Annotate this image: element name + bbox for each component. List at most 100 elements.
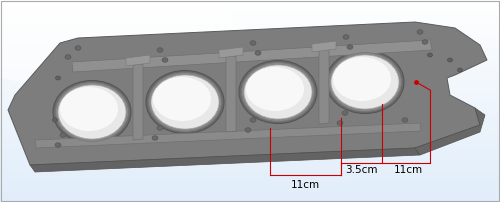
Bar (0, 123, 500, 124)
Ellipse shape (146, 70, 224, 134)
Polygon shape (219, 47, 243, 58)
Bar (0, 193, 500, 194)
Bar (0, 34, 500, 35)
Bar (0, 88, 500, 89)
Bar (0, 152, 500, 153)
Text: 3.5cm: 3.5cm (345, 165, 378, 175)
Bar (0, 105, 500, 106)
Bar (0, 101, 500, 102)
Bar (0, 44, 500, 45)
Bar (0, 128, 500, 129)
Bar (0, 46, 500, 47)
Bar (0, 28, 500, 29)
Bar (0, 156, 500, 157)
Ellipse shape (250, 118, 256, 122)
Bar (0, 199, 500, 200)
Bar (0, 3, 500, 4)
Polygon shape (35, 123, 421, 148)
Bar (0, 162, 500, 163)
Bar (0, 153, 500, 154)
Bar (0, 159, 500, 160)
Bar (0, 200, 500, 201)
Bar (0, 92, 500, 93)
Bar (0, 86, 500, 87)
Polygon shape (319, 48, 329, 124)
Bar (0, 80, 500, 81)
Bar (0, 149, 500, 150)
Ellipse shape (428, 53, 432, 57)
Ellipse shape (343, 35, 349, 39)
Bar (0, 173, 500, 174)
Bar (0, 21, 500, 22)
Bar (0, 64, 500, 65)
Bar (0, 142, 500, 143)
Bar (0, 201, 500, 202)
Bar (0, 109, 500, 110)
Ellipse shape (157, 48, 163, 52)
Bar (0, 20, 500, 21)
Bar (0, 29, 500, 30)
Bar (0, 98, 500, 99)
Bar (0, 1, 500, 2)
Bar (0, 171, 500, 172)
Bar (0, 144, 500, 145)
Bar (0, 52, 500, 53)
Bar (0, 61, 500, 62)
Bar (0, 62, 500, 63)
Bar (0, 184, 500, 185)
Ellipse shape (331, 55, 399, 109)
Bar (0, 147, 500, 148)
Bar (0, 57, 500, 58)
Bar (0, 169, 500, 170)
Bar (0, 89, 500, 90)
Bar (0, 38, 500, 39)
Bar (0, 8, 500, 9)
Bar (0, 140, 500, 141)
Bar (0, 93, 500, 94)
Ellipse shape (60, 133, 66, 137)
Bar (0, 7, 500, 8)
Bar (0, 9, 500, 10)
Bar (0, 115, 500, 116)
Bar (0, 114, 500, 115)
Ellipse shape (246, 67, 304, 111)
Bar (0, 130, 500, 131)
Bar (0, 166, 500, 167)
Bar (0, 24, 500, 25)
Ellipse shape (242, 62, 314, 121)
Bar (0, 129, 500, 130)
Bar (0, 134, 500, 135)
Ellipse shape (422, 40, 428, 44)
Bar (0, 87, 500, 88)
Bar (0, 150, 500, 151)
Bar (0, 84, 500, 85)
Polygon shape (226, 56, 236, 132)
Bar (0, 161, 500, 162)
Bar (0, 17, 500, 18)
Bar (0, 40, 500, 41)
Bar (0, 160, 500, 161)
Bar (0, 81, 500, 82)
Bar (0, 23, 500, 24)
Bar (0, 106, 500, 107)
Bar (0, 116, 500, 117)
Bar (0, 158, 500, 159)
Ellipse shape (402, 118, 408, 122)
Bar (0, 155, 500, 156)
Bar (0, 83, 500, 84)
Bar (0, 196, 500, 197)
Bar (0, 69, 500, 70)
Bar (0, 127, 500, 128)
Text: 11cm: 11cm (291, 180, 320, 190)
Ellipse shape (56, 82, 128, 141)
Bar (0, 56, 500, 57)
Bar (0, 14, 500, 15)
Bar (0, 108, 500, 109)
Ellipse shape (347, 45, 353, 49)
Bar (0, 63, 500, 64)
Bar (0, 77, 500, 78)
Bar (0, 145, 500, 146)
Bar (0, 59, 500, 60)
Bar (0, 55, 500, 56)
Bar (0, 49, 500, 50)
